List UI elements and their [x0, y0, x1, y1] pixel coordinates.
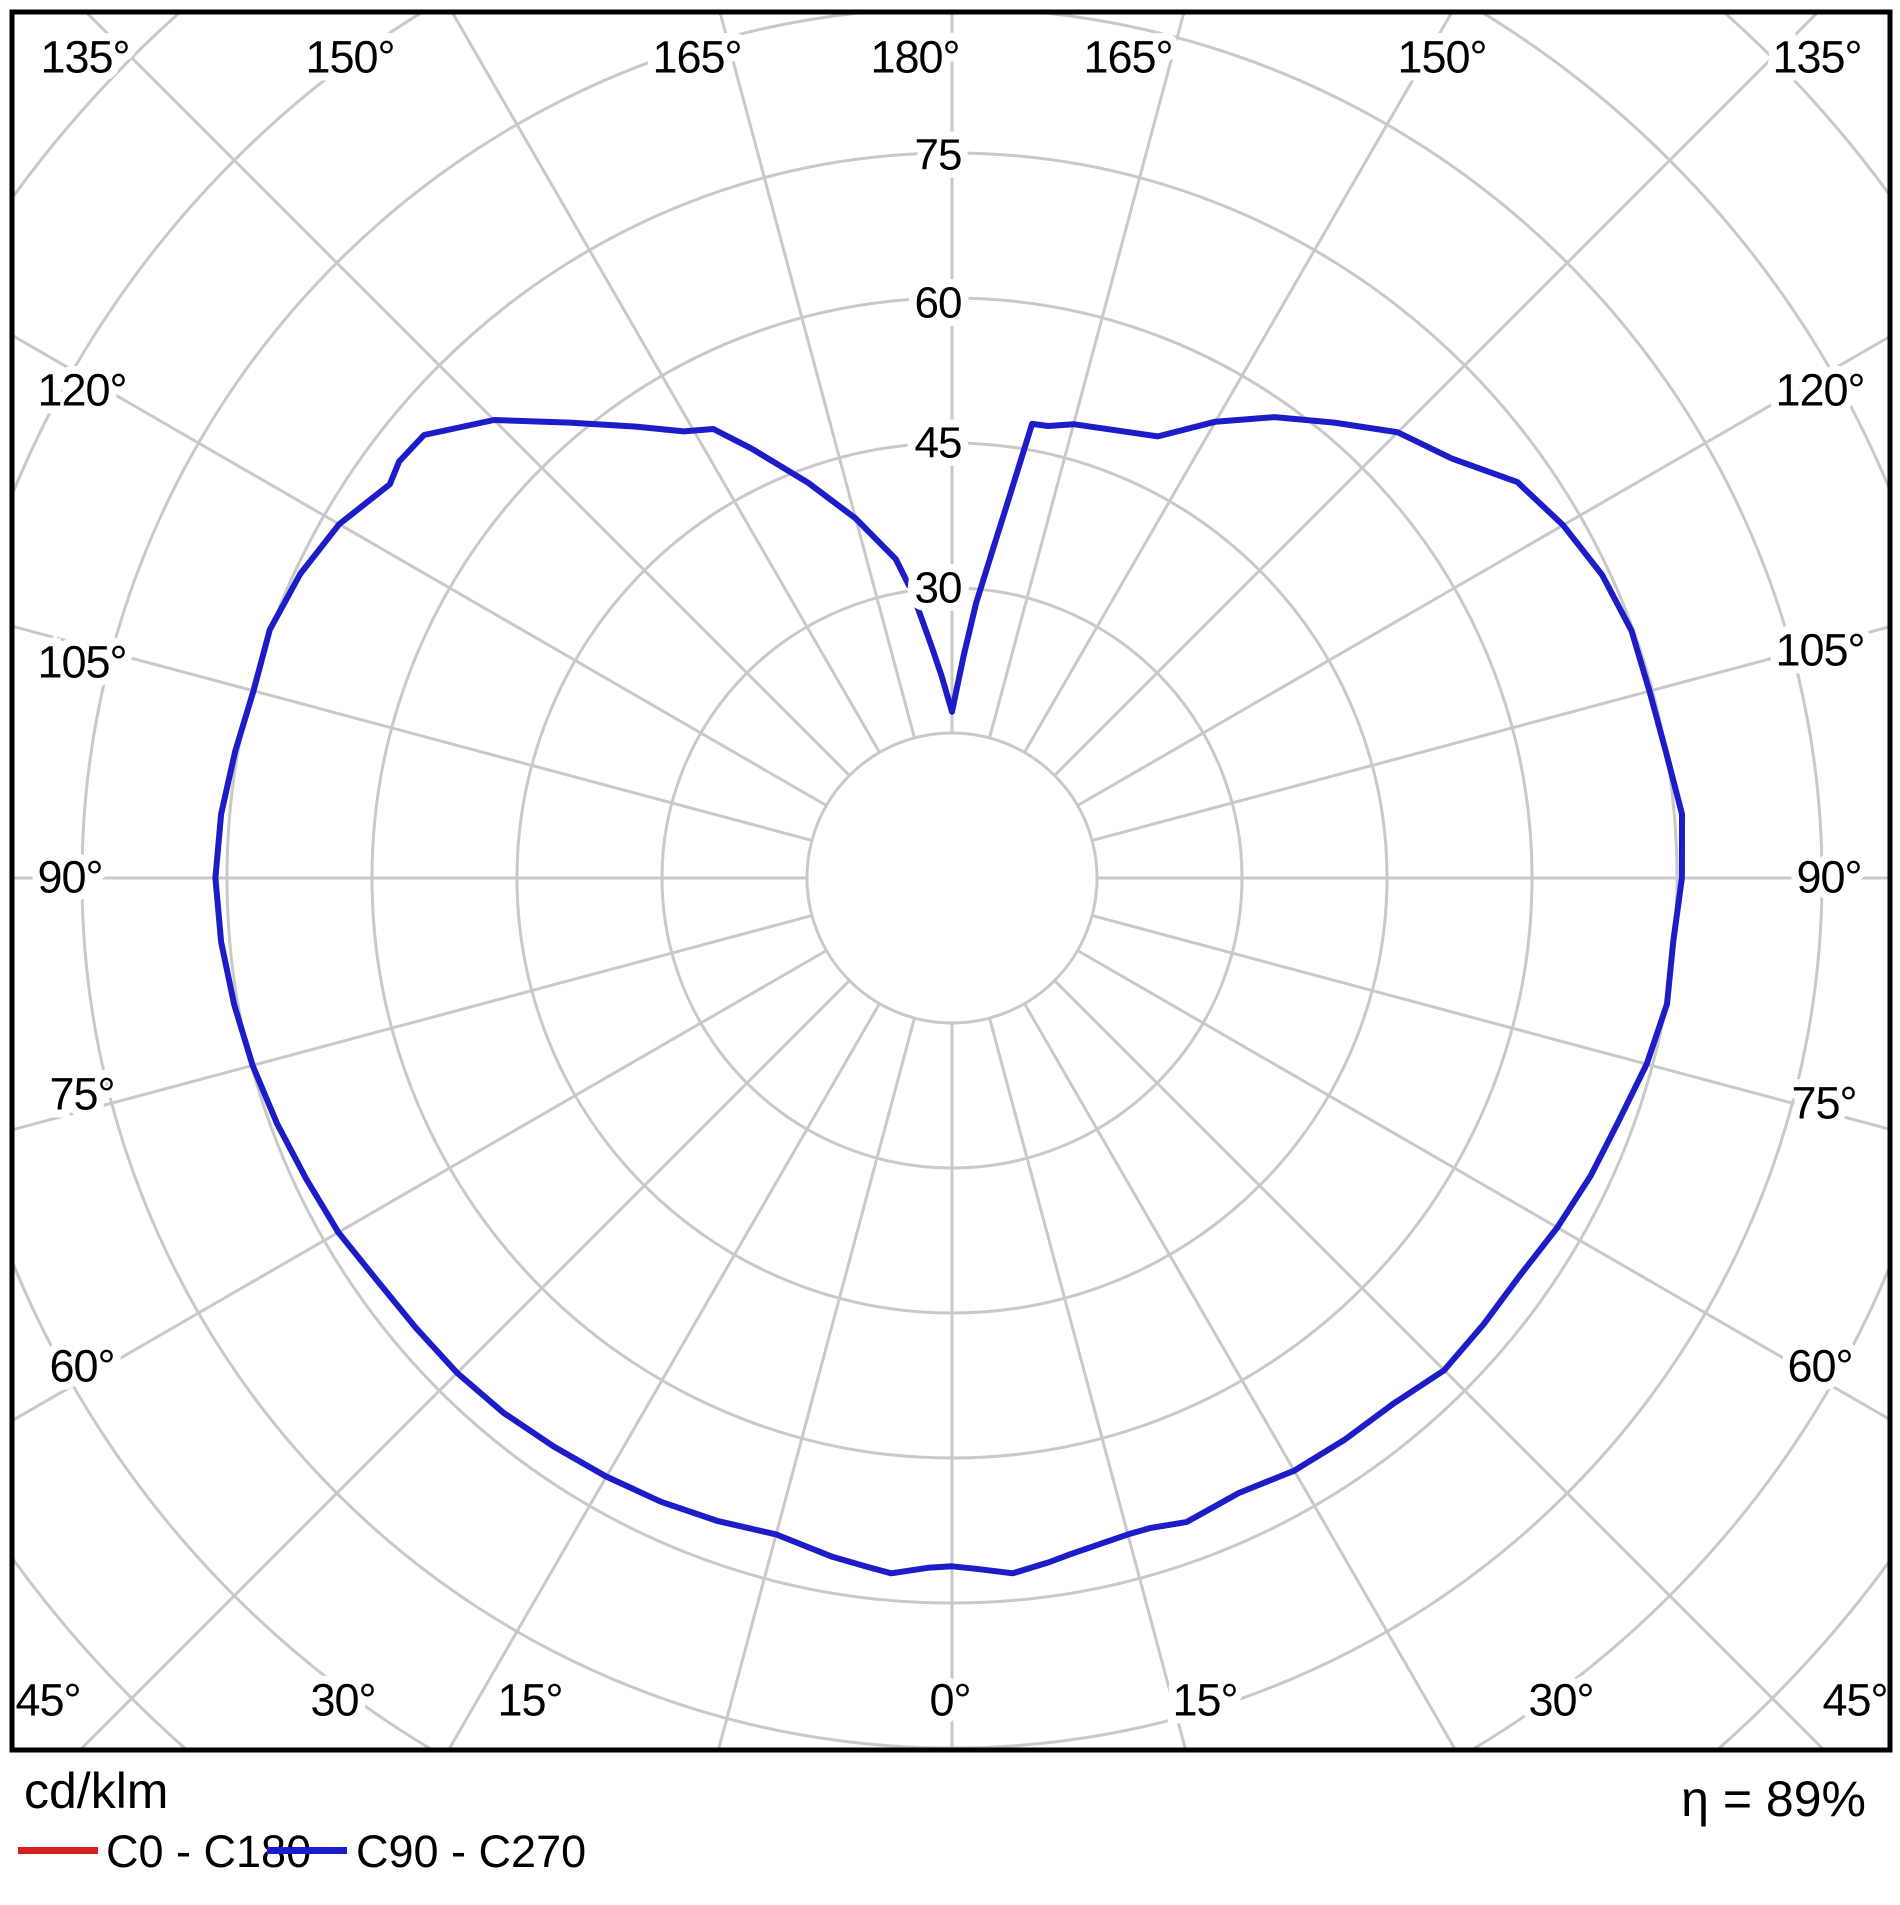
grid-spoke: [1023, 12, 1454, 754]
angle-label-top: 135°: [40, 32, 129, 83]
angle-label-right: 105°: [1775, 625, 1864, 676]
grid-spoke: [1091, 914, 1890, 1131]
angle-label-bottom: 30°: [1528, 1675, 1593, 1726]
radial-tick-label: 45: [915, 419, 962, 468]
grid-spoke: [988, 12, 1186, 739]
grid-spoke: [1053, 12, 1821, 777]
angle-label-left: 75°: [49, 1069, 114, 1120]
curves: [212, 414, 1685, 1577]
unit-label: cd/klm: [24, 1763, 169, 1819]
grid-spoke: [1023, 1002, 1458, 1750]
grid-spoke: [988, 1017, 1188, 1750]
angle-label-bottom: 15°: [497, 1675, 562, 1726]
grid-spoke: [12, 914, 813, 1132]
grid-spoke: [77, 979, 851, 1750]
grid-spoke: [12, 624, 813, 842]
grid-spoke: [83, 12, 851, 777]
angle-label-top: 165°: [1083, 32, 1172, 83]
grid-spoke: [718, 12, 916, 739]
grid-spoke: [1076, 334, 1890, 807]
angle-label-left: 105°: [37, 637, 126, 688]
grid-spoke: [1076, 949, 1890, 1422]
angle-label-top: 165°: [652, 32, 741, 83]
grid-spoke: [1053, 979, 1827, 1750]
angle-label-left: 120°: [37, 365, 126, 416]
angle-label-right: 60°: [1787, 1341, 1852, 1392]
grid-spoke: [1091, 625, 1890, 842]
radial-tick-label: 30: [915, 564, 962, 613]
angle-label-top: 180°: [870, 32, 959, 83]
angle-label-left: 90°: [37, 852, 102, 903]
angle-label-right: 90°: [1796, 852, 1861, 903]
grid-ring: [805, 731, 1099, 1025]
axis-labels: 135° 150° 165° 180° 165° 150° 135° 45° 30° 15° 0° 1…: [7, 24, 1896, 1734]
angle-label-top: 150°: [1397, 32, 1486, 83]
angle-label-bottom: 0°: [929, 1675, 970, 1726]
radial-tick-label: 75: [915, 131, 962, 180]
grid-spoke: [12, 949, 828, 1423]
legend-line-c0-c180: [18, 1847, 98, 1854]
radial-tick-label: 60: [915, 279, 962, 328]
angle-label-bottom: 15°: [1172, 1675, 1237, 1726]
grid-spoke: [450, 12, 881, 754]
angle-label-bottom: 30°: [310, 1675, 375, 1726]
legend-label-c90-c270: C90 - C270: [356, 1826, 587, 1877]
angle-label-left: 60°: [49, 1341, 114, 1392]
angle-label-right: 75°: [1791, 1078, 1856, 1129]
grid-spoke: [12, 333, 828, 807]
angle-label-right: 120°: [1775, 365, 1864, 416]
efficiency-label: η = 89%: [1681, 1771, 1866, 1827]
grid-spoke: [446, 1002, 881, 1750]
grid-spoke: [716, 1017, 916, 1750]
angle-label-bottom: 45°: [1822, 1675, 1887, 1726]
legend-line-c90-c270: [267, 1847, 347, 1854]
intensity-curve-C90-C270: [212, 414, 1685, 1577]
angle-label-top: 150°: [305, 32, 394, 83]
angle-label-bottom: 45°: [15, 1675, 80, 1726]
angle-label-top: 135°: [1772, 32, 1861, 83]
plot-border: [9, 9, 1893, 1753]
